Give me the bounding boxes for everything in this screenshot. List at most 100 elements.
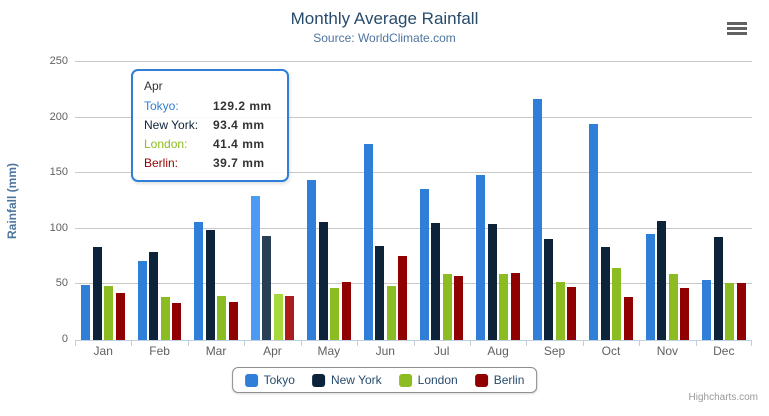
- x-axis-tick: [751, 340, 752, 346]
- tooltip-row: Berlin: 39.7 mm: [144, 154, 276, 173]
- tooltip-header: Apr: [144, 79, 163, 93]
- y-axis-label: 150: [49, 166, 68, 179]
- bar-new-york-apr[interactable]: [262, 236, 272, 340]
- legend-item-berlin[interactable]: Berlin: [474, 373, 524, 387]
- bar-group-mar: [188, 62, 244, 340]
- bar-berlin-nov[interactable]: [680, 287, 690, 340]
- bar-london-feb[interactable]: [160, 296, 170, 340]
- bar-berlin-aug[interactable]: [510, 272, 520, 340]
- x-axis-label: Nov: [656, 344, 679, 358]
- bar-new-york-jan[interactable]: [92, 247, 102, 340]
- bar-new-york-feb[interactable]: [149, 252, 159, 340]
- x-axis-label: Feb: [149, 344, 170, 358]
- bar-tokyo-jun[interactable]: [363, 144, 373, 340]
- bar-group-jan: [75, 62, 131, 340]
- bar-tokyo-apr[interactable]: [250, 196, 260, 340]
- bar-london-oct[interactable]: [612, 267, 622, 340]
- tooltip-row: London: 41.4 mm: [144, 135, 276, 154]
- bar-berlin-feb[interactable]: [172, 303, 182, 340]
- gridline: [75, 172, 752, 174]
- x-axis-tick: [75, 340, 76, 346]
- bar-tokyo-sep[interactable]: [532, 99, 542, 340]
- legend-marker-icon: [311, 373, 325, 387]
- bar-berlin-jun[interactable]: [398, 256, 408, 340]
- bar-london-nov[interactable]: [668, 274, 678, 340]
- bar-london-jan[interactable]: [104, 285, 114, 340]
- x-axis-tick: [131, 340, 133, 346]
- bar-tokyo-jul[interactable]: [419, 189, 429, 340]
- bar-berlin-sep[interactable]: [567, 287, 577, 340]
- bar-london-jun[interactable]: [386, 286, 396, 340]
- bar-new-york-aug[interactable]: [487, 224, 497, 340]
- bar-berlin-may[interactable]: [341, 281, 351, 340]
- hamburger-icon: [727, 21, 753, 35]
- bar-berlin-dec[interactable]: [736, 283, 746, 340]
- x-axis-tick: [582, 340, 584, 346]
- bar-london-mar[interactable]: [217, 296, 227, 340]
- bar-group-jun: [357, 62, 413, 340]
- tooltip-row: Tokyo: 129.2 mm: [144, 97, 276, 116]
- bar-berlin-jan[interactable]: [115, 292, 125, 340]
- bar-tokyo-mar[interactable]: [194, 221, 204, 340]
- tooltip-series-label: New York:: [144, 118, 199, 132]
- legend-item-tokyo[interactable]: Tokyo: [244, 373, 295, 387]
- bar-berlin-mar[interactable]: [228, 301, 238, 340]
- x-axis-tick: [300, 340, 302, 346]
- bar-new-york-nov[interactable]: [657, 221, 667, 340]
- bar-london-may[interactable]: [330, 287, 340, 340]
- tooltip-series-label: London:: [144, 137, 188, 151]
- x-axis-tick: [526, 340, 528, 346]
- bar-tokyo-nov[interactable]: [645, 233, 655, 340]
- bar-london-jul[interactable]: [442, 274, 452, 340]
- export-menu-button[interactable]: [727, 18, 753, 40]
- legend-item-new-york[interactable]: New York: [311, 373, 382, 387]
- bar-london-sep[interactable]: [555, 281, 565, 340]
- x-axis-label: May: [317, 344, 341, 358]
- bar-tokyo-jan[interactable]: [81, 284, 91, 340]
- legend-item-label: Tokyo: [263, 373, 295, 387]
- legend-item-label: London: [417, 373, 458, 387]
- x-axis-label: Mar: [205, 344, 227, 358]
- bar-group-nov: [639, 62, 695, 340]
- bar-new-york-dec[interactable]: [713, 237, 723, 340]
- credits-link[interactable]: Highcharts.com: [688, 392, 758, 403]
- bar-new-york-may[interactable]: [318, 222, 328, 340]
- tooltip-series-value: 39.7 mm: [213, 156, 265, 170]
- bar-tokyo-dec[interactable]: [702, 279, 712, 340]
- bar-group-aug: [470, 62, 526, 340]
- bar-tokyo-aug[interactable]: [476, 174, 486, 340]
- x-axis-label: Jul: [434, 344, 450, 358]
- legend-marker-icon: [244, 373, 258, 387]
- bar-group-jul: [414, 62, 470, 340]
- bar-new-york-oct[interactable]: [600, 247, 610, 340]
- bar-new-york-jul[interactable]: [431, 223, 441, 340]
- bar-london-aug[interactable]: [499, 273, 509, 340]
- x-axis-tick: [187, 340, 189, 346]
- x-axis-label: Jan: [93, 344, 113, 358]
- bar-group-apr: [244, 62, 300, 340]
- tooltip-series-value: 129.2 mm: [213, 99, 272, 113]
- bar-london-apr[interactable]: [273, 293, 283, 340]
- bar-new-york-mar[interactable]: [205, 230, 215, 340]
- x-axis-tick: [413, 340, 415, 346]
- bar-group-dec: [696, 62, 752, 340]
- legend-item-london[interactable]: London: [398, 373, 458, 387]
- x-axis-label: Dec: [713, 344, 735, 358]
- x-axis-label: Aug: [487, 344, 509, 358]
- bar-tokyo-oct[interactable]: [589, 124, 599, 340]
- gridline: [75, 227, 752, 229]
- x-axis-tick: [357, 340, 359, 346]
- y-axis-label: 0: [61, 333, 68, 345]
- x-axis-label: Sep: [543, 344, 566, 358]
- y-axis-label: 250: [49, 55, 68, 67]
- bar-berlin-oct[interactable]: [623, 296, 633, 340]
- bar-berlin-jul[interactable]: [454, 276, 464, 340]
- bar-london-dec[interactable]: [725, 283, 735, 340]
- bar-berlin-apr[interactable]: [285, 295, 295, 340]
- x-axis-label: Jun: [375, 344, 395, 358]
- bar-tokyo-feb[interactable]: [137, 260, 147, 340]
- bar-new-york-jun[interactable]: [375, 246, 385, 340]
- legend-items: Tokyo New York London Berlin: [244, 373, 524, 387]
- bar-tokyo-may[interactable]: [307, 179, 317, 340]
- bar-new-york-sep[interactable]: [544, 238, 554, 340]
